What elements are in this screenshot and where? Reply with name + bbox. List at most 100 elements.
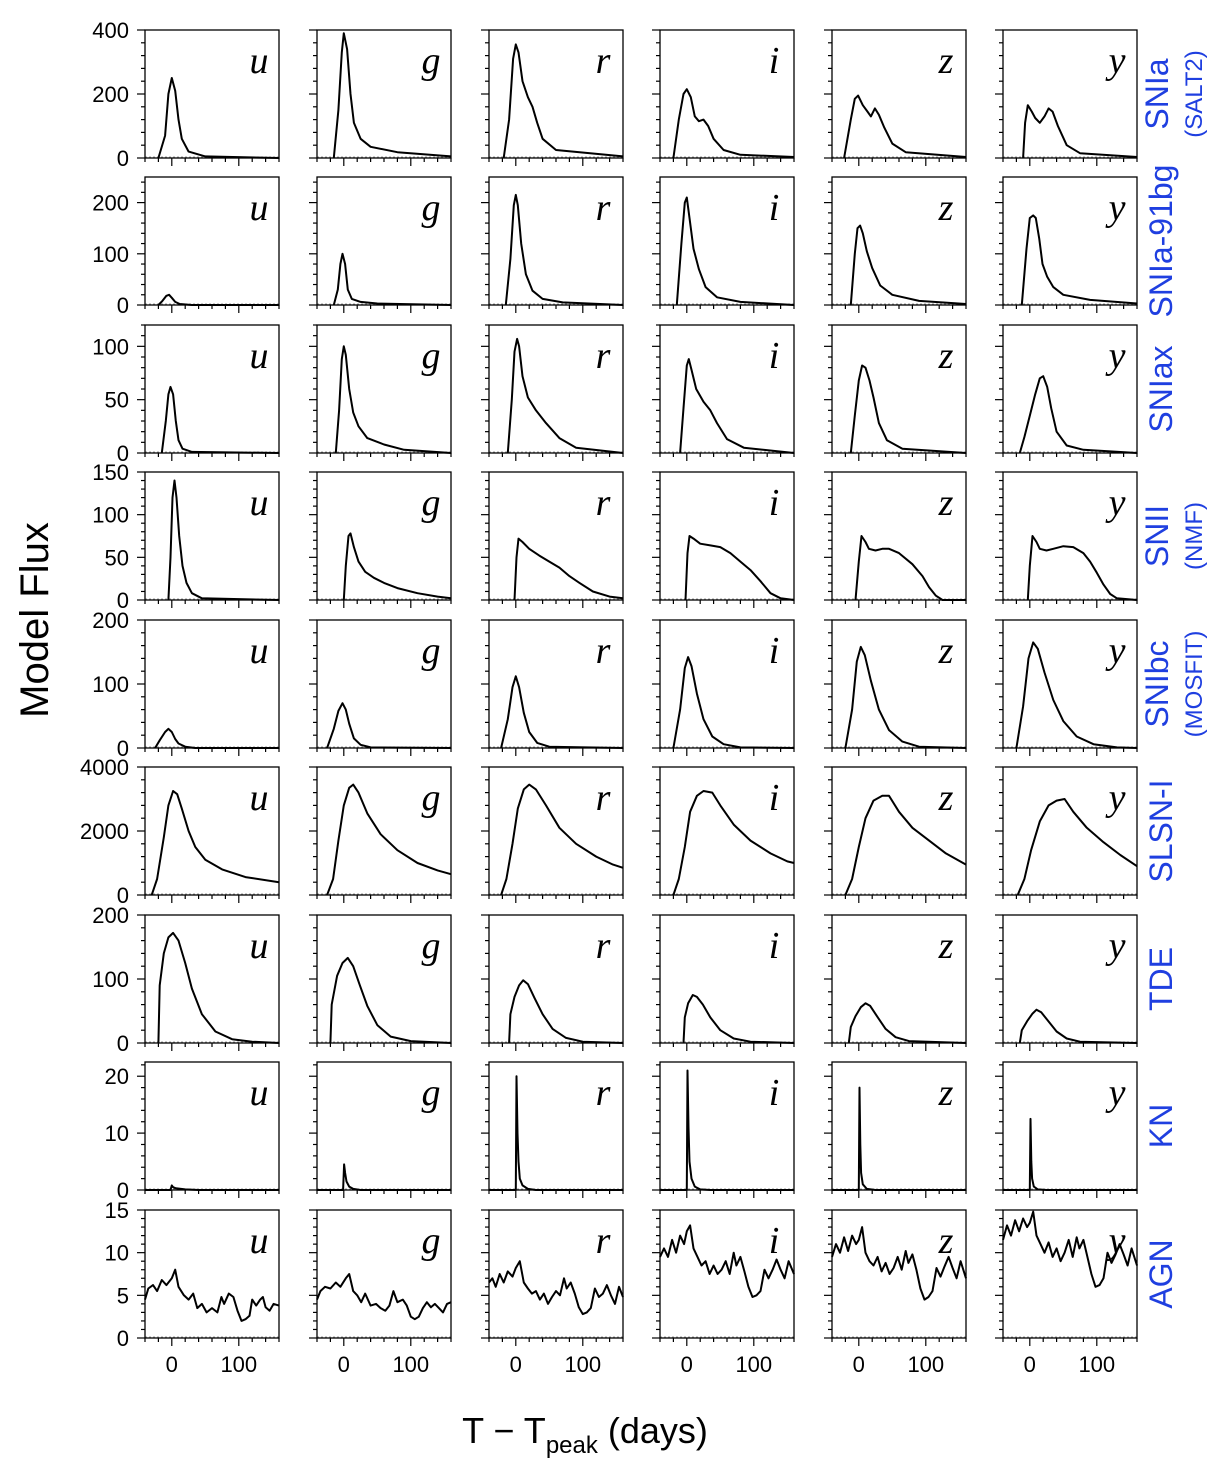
panel-tde-z: z [824,914,967,1051]
light-curve-r [506,337,624,454]
y-tick-label: 150 [92,460,129,485]
band-label-g: g [422,482,441,524]
light-curve-z [844,794,967,896]
y-tick-label: 200 [92,608,129,633]
y-tick-label: 4000 [80,755,129,780]
panel-kn-u: u 0 10 20 [105,1061,280,1203]
band-label-r: r [596,1072,611,1114]
light-curve-i [672,790,795,896]
light-curve-z [843,94,967,159]
y-tick-label: 15 [105,1198,129,1223]
panel-snia-r: r [481,29,624,166]
light-curve-y [1020,214,1138,306]
light-curve-u [157,293,279,306]
light-curve-g [342,532,452,601]
band-label-r: r [596,187,611,229]
panel-sniax-g: g [309,324,452,461]
panel-kn-r: r [481,1061,624,1198]
row-snia: u 0 200 400 g r i z y SNIa (SALT2) [92,18,1208,171]
panel-snibc-i: i [652,619,795,756]
panel-snia-u: u 0 200 400 [92,18,280,171]
band-label-r: r [596,40,611,82]
x-tick-label: 0 [681,1352,693,1377]
band-label-y: y [1105,925,1126,967]
y-tick-label: 10 [105,1121,129,1146]
light-curve-y [1018,1008,1138,1044]
row-label: AGN [1143,1239,1179,1308]
y-tick-label: 2000 [80,819,129,844]
panel-kn-y: y [995,1061,1138,1198]
panel-sniax-y: y [995,324,1138,461]
band-label-z: z [938,1220,954,1262]
band-label-z: z [938,777,954,819]
panel-kn-i: i [652,1061,795,1198]
light-curve-u [160,385,280,454]
band-label-r: r [596,925,611,967]
panel-kn-g: g [309,1061,452,1198]
row-label: SNIbc [1139,640,1175,727]
band-label-r: r [596,335,611,377]
panel-snia-z: z [824,29,967,166]
panel-snia-i: i [652,29,795,166]
row-label: SNIax [1143,345,1179,432]
band-label-y: y [1105,40,1126,82]
light-curve-y [1018,375,1138,454]
panel-slsn-i-z: z [824,766,967,903]
light-curve-g [316,1273,452,1321]
light-curve-r [508,979,624,1044]
row-tde: u 0 100 200 g r i z y TDE [92,903,1179,1056]
light-curve-y [1026,535,1138,601]
band-label-y: y [1105,335,1126,377]
band-label-r: r [596,1220,611,1262]
y-tick-label: 100 [92,672,129,697]
light-curve-r [488,1260,624,1316]
band-label-z: z [938,1072,954,1114]
panel-snia-91bg-i: i [652,176,795,313]
light-curve-y [1002,1210,1138,1288]
light-curve-u [144,1268,280,1322]
row-label: SNIa [1139,58,1175,129]
y-tick-label: 0 [117,1031,129,1056]
light-curve-u [145,1184,279,1191]
band-label-z: z [938,482,954,524]
light-curve-u [157,77,280,159]
light-curve-i [675,196,795,306]
panel-slsn-i-g: g [309,766,452,903]
y-axis-label: Model Flux [13,522,57,718]
y-tick-label: 100 [92,967,129,992]
y-tick-label: 0 [117,588,129,613]
light-curve-r [500,783,624,896]
panel-tde-i: i [652,914,795,1051]
light-curve-z [854,535,966,601]
band-label-r: r [596,630,611,672]
panel-sniax-z: z [824,324,967,461]
row-label: TDE [1143,947,1179,1011]
panel-tde-u: u 0 100 200 [92,903,280,1056]
light-curve-u [154,727,279,749]
light-curve-g [317,1163,451,1191]
panel-sniax-u: u 0 50 100 [92,324,280,466]
y-tick-label: 0 [117,1326,129,1351]
panel-agn-z: z 0 100 [824,1209,967,1377]
x-tick-label: 0 [510,1352,522,1377]
y-tick-label: 50 [105,545,129,570]
band-label-z: z [938,925,954,967]
panel-snii-y: y [995,471,1138,608]
light-curve-u [167,479,280,601]
row-label: SLSN-I [1143,779,1179,882]
panel-agn-i: i 0 100 [652,1209,795,1377]
band-label-g: g [422,925,441,967]
row-sniax: u 0 50 100 g r i z y SNIax [92,324,1179,466]
panel-snia-91bg-g: g [309,176,452,313]
band-label-g: g [422,1072,441,1114]
row-label: SNIa-91bg [1143,165,1179,318]
light-curve-r [504,193,624,306]
band-label-g: g [422,777,441,819]
y-tick-label: 100 [92,334,129,359]
x-tick-label: 0 [853,1352,865,1377]
light-curve-u [157,931,280,1044]
light-curve-g [326,702,452,749]
band-label-i: i [769,630,780,672]
x-axis-label-subscript: peak [546,1432,599,1459]
